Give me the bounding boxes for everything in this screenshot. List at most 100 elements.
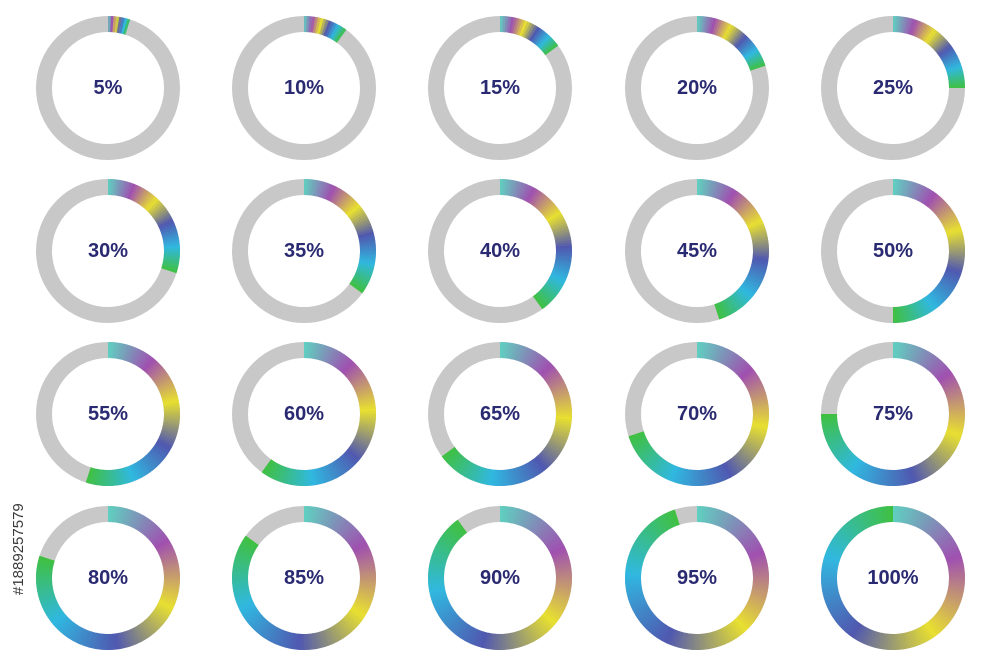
progress-arc-segment: [740, 206, 756, 219]
progress-arc-segment: [126, 629, 136, 646]
progress-arc-segment: [899, 16, 905, 33]
progress-arc-segment: [630, 547, 647, 557]
progress-ring: 100%: [820, 505, 966, 651]
progress-arc-segment: [751, 561, 768, 568]
progress-arc-segment: [751, 236, 769, 243]
progress-arc-segment: [823, 428, 840, 437]
progress-arc-segment: [149, 529, 164, 543]
progress-arc-segment: [39, 594, 56, 603]
progress-arc-segment: [942, 55, 959, 66]
progress-arc-segment: [749, 268, 766, 277]
progress-arc-segment: [927, 293, 940, 308]
progress-arc-segment: [850, 458, 862, 474]
progress-arc-segment: [541, 39, 556, 53]
progress-arc-segment: [881, 469, 887, 486]
progress-ring-graphic: [821, 16, 965, 160]
progress-arc-segment: [158, 220, 175, 231]
progress-arc-segment: [431, 552, 448, 561]
progress-arc-segment: [353, 218, 370, 229]
progress-arc-segment: [163, 582, 180, 588]
progress-arc-segment: [520, 628, 531, 645]
progress-arc-segment: [358, 397, 375, 404]
progress-arc-segment: [551, 433, 568, 443]
progress-arc-segment: [532, 355, 546, 371]
progress-arc-segment: [906, 180, 914, 198]
progress-arc-segment: [821, 563, 839, 570]
progress-arc-segment: [340, 523, 354, 538]
progress-arc-segment: [547, 441, 563, 453]
progress-arc-segment: [539, 200, 554, 214]
progress-arc-segment: [529, 26, 541, 42]
progress-arc-segment: [445, 528, 460, 542]
progress-arc-segment: [354, 547, 371, 558]
progress-arc-segment: [710, 507, 718, 525]
progress-arc-segment: [510, 17, 518, 34]
progress-arc-segment: [479, 631, 487, 649]
progress-arc-segment: [506, 342, 512, 359]
progress-arc-segment: [723, 461, 735, 478]
progress-arc-segment: [554, 399, 572, 406]
progress-ring-label: 70%: [676, 403, 718, 425]
progress-arc-segment: [338, 357, 352, 372]
progress-arc-segment: [256, 620, 270, 635]
progress-arc-segment: [539, 527, 554, 541]
progress-arc-segment: [128, 628, 139, 645]
progress-arc-segment: [933, 287, 948, 301]
progress-arc-segment: [553, 427, 571, 435]
progress-arc-segment: [143, 455, 157, 470]
progress-arc-segment: [325, 21, 335, 38]
progress-arc-segment: [656, 516, 669, 532]
progress-arc-segment: [551, 223, 568, 233]
progress-arc-segment: [551, 270, 568, 280]
progress-arc-segment: [750, 555, 767, 564]
progress-arc-segment: [162, 422, 180, 429]
progress-arc-segment: [946, 231, 964, 239]
progress-arc-segment: [142, 194, 156, 209]
progress-arc-segment: [908, 181, 916, 198]
progress-arc-segment: [312, 16, 319, 34]
progress-arc-segment: [142, 521, 156, 536]
progress-arc-segment: [913, 301, 924, 318]
progress-arc-segment: [350, 443, 366, 455]
progress-arc-segment: [550, 272, 567, 282]
progress-arc-segment: [154, 373, 170, 386]
progress-arc-segment: [911, 302, 921, 319]
progress-arc-segment: [935, 367, 950, 380]
progress-arc-segment: [348, 445, 364, 457]
progress-arc-segment: [123, 508, 131, 525]
progress-ring-graphic: [428, 342, 572, 486]
progress-arc-segment: [745, 603, 762, 614]
progress-arc-segment: [351, 376, 368, 388]
progress-arc-segment: [554, 234, 571, 241]
progress-arc-segment: [733, 523, 747, 538]
progress-arc-segment: [150, 204, 165, 217]
progress-arc-segment: [358, 261, 375, 269]
progress-arc-segment: [717, 464, 728, 481]
progress-arc-segment: [824, 430, 841, 439]
progress-arc-segment: [286, 468, 294, 485]
progress-arc-segment: [925, 192, 939, 208]
progress-arc-segment: [116, 342, 123, 360]
progress-arc-segment: [883, 633, 889, 650]
progress-arc-segment: [521, 184, 531, 201]
progress-arc-segment: [626, 590, 644, 598]
progress-arc-segment: [121, 180, 129, 198]
progress-arc-segment: [336, 192, 350, 208]
progress-arc-segment: [429, 588, 446, 595]
progress-arc-segment: [822, 426, 840, 434]
progress-arc-segment: [946, 65, 963, 74]
progress-arc-segment: [908, 344, 916, 361]
progress-arc-segment: [947, 588, 964, 596]
progress-ring: 5%: [35, 15, 181, 161]
progress-arc-segment: [515, 18, 523, 35]
progress-arc-segment: [448, 617, 462, 631]
progress-arc-segment: [628, 552, 645, 561]
progress-arc-segment: [932, 37, 947, 51]
progress-arc-segment: [517, 19, 526, 36]
progress-arc-segment: [474, 630, 483, 647]
progress-arc-segment: [488, 469, 494, 486]
progress-arc-segment: [508, 342, 515, 360]
progress-arc-segment: [550, 435, 567, 445]
progress-arc-segment: [752, 580, 769, 585]
progress-arc-segment: [339, 619, 353, 634]
